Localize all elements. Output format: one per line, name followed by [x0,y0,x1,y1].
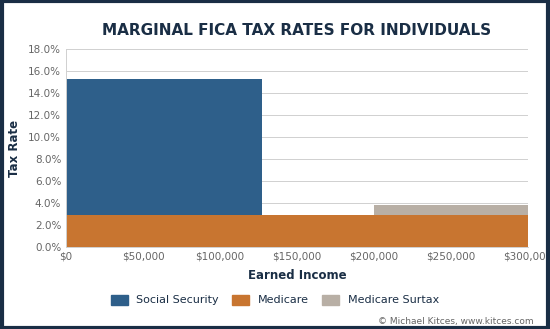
X-axis label: Earned Income: Earned Income [248,268,346,282]
Legend: Social Security, Medicare, Medicare Surtax: Social Security, Medicare, Medicare Surt… [111,294,439,305]
Text: © Michael Kitces, www.kitces.com: © Michael Kitces, www.kitces.com [378,317,534,326]
Title: MARGINAL FICA TAX RATES FOR INDIVIDUALS: MARGINAL FICA TAX RATES FOR INDIVIDUALS [102,23,492,38]
Y-axis label: Tax Rate: Tax Rate [8,119,21,177]
